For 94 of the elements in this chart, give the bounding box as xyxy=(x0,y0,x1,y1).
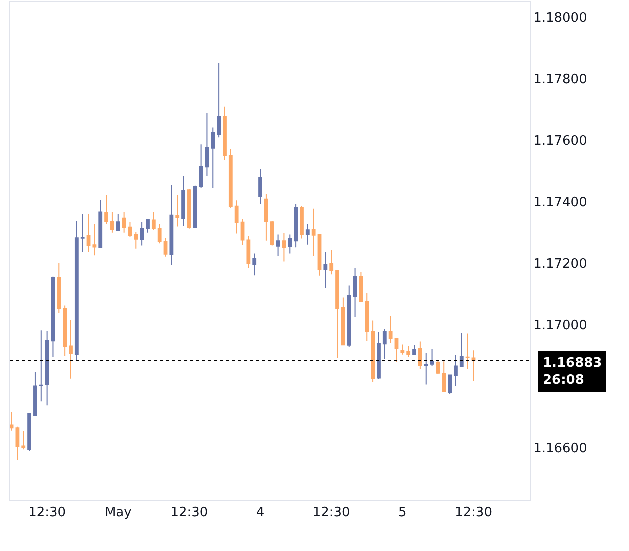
candlestick xyxy=(170,185,174,266)
x-tick-label: 12:30 xyxy=(455,506,492,521)
candlestick xyxy=(330,250,334,276)
candlestick xyxy=(128,222,132,238)
candlestick xyxy=(460,332,464,368)
candlestick xyxy=(22,430,26,450)
y-tick-label: 1.17400 xyxy=(534,195,588,210)
candlestick xyxy=(353,268,358,318)
candlestick xyxy=(472,350,476,382)
y-tick-label: 1.16600 xyxy=(534,441,588,456)
candlestick xyxy=(371,320,375,383)
y-tick-label: 1.18000 xyxy=(534,10,588,26)
candlestick xyxy=(400,344,405,356)
candlestick xyxy=(418,341,422,370)
x-tick-label: May xyxy=(104,506,132,521)
ref-line-label: 1.16883 26:08 xyxy=(543,356,602,388)
candlestick xyxy=(377,332,381,380)
candlestick xyxy=(140,222,144,246)
candlestick xyxy=(442,361,446,393)
candlestick xyxy=(152,212,156,231)
candlestick xyxy=(199,144,204,188)
candlestick xyxy=(270,220,274,246)
candlestick xyxy=(324,252,328,289)
candlestick xyxy=(294,204,298,248)
candlestick xyxy=(57,262,62,314)
candlestick xyxy=(365,292,370,342)
y-tick-label: 1.17000 xyxy=(534,318,588,334)
candlestick xyxy=(205,112,210,177)
candlestick xyxy=(228,148,233,208)
candlestick xyxy=(182,176,186,227)
candlestick xyxy=(63,305,68,357)
candlestick xyxy=(300,206,304,240)
y-tick-label: 1.17600 xyxy=(534,134,588,149)
candlestick xyxy=(276,234,280,257)
candlestick xyxy=(110,212,114,234)
candlestick xyxy=(164,238,168,258)
candlestick xyxy=(454,354,458,386)
candlestick xyxy=(188,188,192,230)
candlestick xyxy=(436,360,440,374)
candlestick xyxy=(122,212,126,234)
candlestick xyxy=(69,320,73,380)
x-tick-label: 12:30 xyxy=(312,506,350,521)
candlestick xyxy=(246,235,251,270)
candlestick xyxy=(28,413,32,452)
candlestick xyxy=(264,194,268,242)
candlestick xyxy=(288,234,292,254)
candlestick xyxy=(10,412,14,432)
candlestick xyxy=(359,272,364,303)
candlestick xyxy=(430,348,434,366)
candlestick xyxy=(80,214,85,254)
candlestick xyxy=(16,426,20,461)
candlestick xyxy=(92,224,97,256)
candlestick xyxy=(258,169,262,204)
candlestick xyxy=(217,62,222,138)
candlestick xyxy=(45,331,50,406)
candlestick xyxy=(388,316,393,344)
x-tick-label: 12:30 xyxy=(170,506,208,521)
candlestick xyxy=(406,346,411,358)
candlestick xyxy=(234,200,239,234)
x-tick-label: 4 xyxy=(256,506,265,521)
candlestick xyxy=(104,194,108,224)
candlestick xyxy=(34,372,38,416)
candlestick xyxy=(318,234,322,276)
candlestick xyxy=(51,276,56,358)
candlestick xyxy=(412,344,416,356)
candlestick xyxy=(211,127,216,188)
candlestick xyxy=(134,232,138,250)
candlestick xyxy=(86,214,91,254)
y-tick-label: 1.17800 xyxy=(534,72,588,88)
candlestick xyxy=(158,224,162,244)
candlestick xyxy=(424,352,428,386)
candlestick xyxy=(382,328,387,360)
candlestick xyxy=(312,208,316,258)
candlestick xyxy=(282,232,286,262)
candlestick xyxy=(347,285,352,348)
candlestick xyxy=(336,270,340,358)
candlestick xyxy=(39,330,44,402)
candlestick xyxy=(252,253,257,276)
candlestick xyxy=(116,214,120,232)
candlestick xyxy=(98,200,103,248)
x-tick-label: 12:30 xyxy=(28,506,66,521)
candlestick xyxy=(193,185,198,228)
y-tick-label: 1.17200 xyxy=(534,256,588,272)
candlestick xyxy=(146,218,150,234)
candlestick xyxy=(74,220,79,362)
x-tick-label: 5 xyxy=(398,506,407,521)
candlestick xyxy=(448,374,452,395)
candlestick xyxy=(466,333,470,370)
candlestick xyxy=(223,106,227,161)
candlestick xyxy=(176,194,180,228)
candlestick xyxy=(306,224,310,246)
candlestick xyxy=(394,338,399,362)
candlestick xyxy=(341,297,346,346)
candlestick xyxy=(240,218,245,246)
